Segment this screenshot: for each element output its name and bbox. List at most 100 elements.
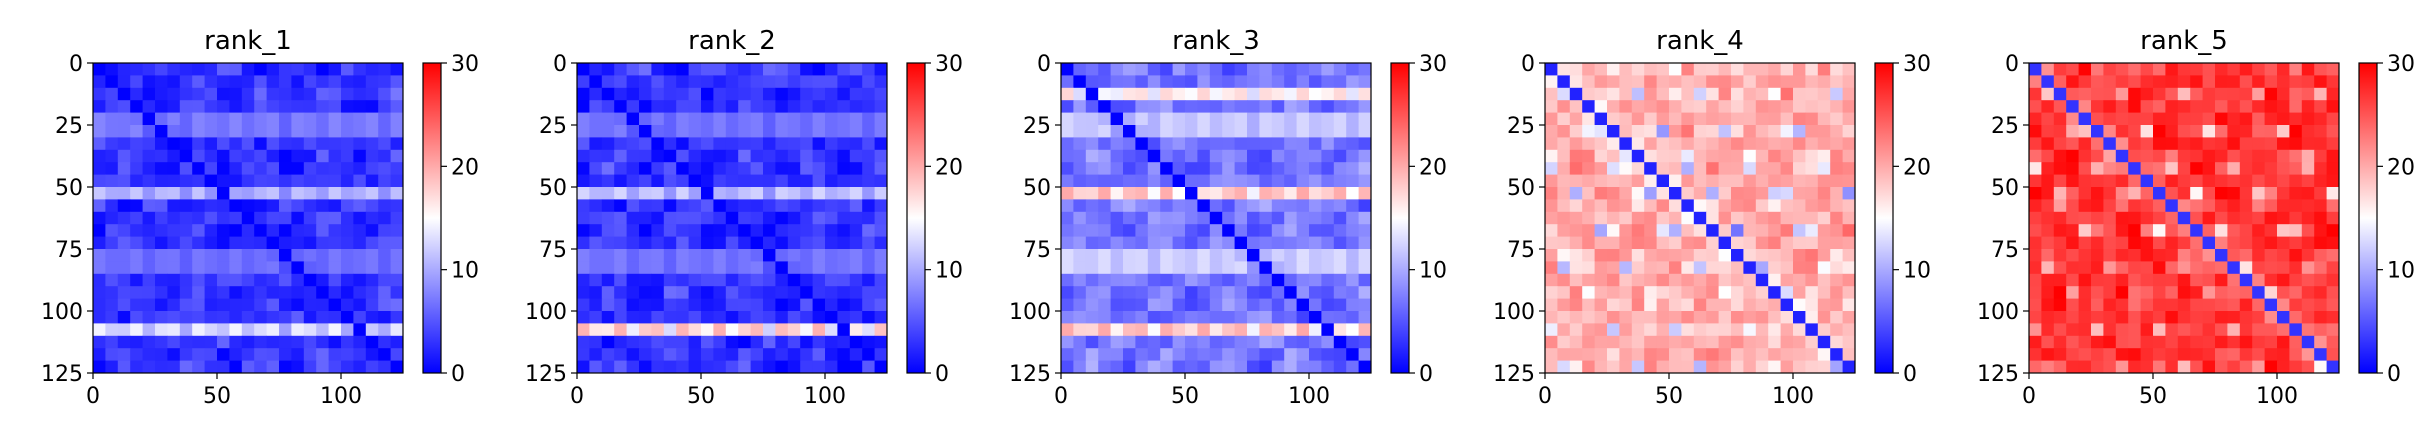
heatmap-cell — [601, 261, 615, 275]
heatmap-cell — [738, 335, 751, 349]
heatmap-cell — [2239, 335, 2253, 349]
heatmap-cell — [1842, 149, 1856, 163]
heatmap-cell — [155, 199, 168, 213]
heatmap-cell — [2140, 125, 2154, 138]
heatmap-cell — [1185, 249, 1198, 262]
heatmap-cell — [1594, 249, 1608, 262]
heatmap-cell — [2153, 311, 2166, 324]
colorbar — [1390, 62, 1410, 374]
heatmap-cell — [1681, 249, 1695, 262]
heatmap-cell — [1247, 311, 1260, 324]
heatmap-cell — [378, 75, 391, 89]
heatmap-cell — [626, 261, 640, 275]
heatmap-cell — [1768, 100, 1781, 113]
heatmap-cell — [862, 199, 875, 213]
heatmap-cell — [663, 323, 677, 337]
heatmap-cell — [2277, 261, 2290, 275]
heatmap-cell — [1061, 75, 1074, 89]
heatmap-cell — [241, 323, 255, 337]
heatmap-cell — [1731, 187, 1744, 200]
heatmap-cell — [800, 261, 813, 275]
heatmap-cell — [1123, 187, 1136, 200]
heatmap-cell — [167, 211, 181, 225]
heatmap-cell — [1582, 298, 1595, 312]
heatmap-cell — [1631, 348, 1645, 361]
heatmap-cell — [713, 211, 727, 225]
heatmap-cell — [1135, 112, 1149, 126]
heatmap-cell — [2190, 211, 2203, 225]
heatmap-cell — [1346, 137, 1359, 151]
heatmap-cell — [1061, 125, 1074, 138]
heatmap-cell — [1545, 162, 1558, 175]
heatmap-cell — [775, 63, 789, 76]
heatmap-cell — [2115, 87, 2129, 101]
heatmap-cell — [1160, 75, 1173, 89]
heatmap-cell — [316, 162, 329, 175]
heatmap-cell — [192, 63, 205, 76]
heatmap-cell — [874, 100, 888, 113]
heatmap-cell — [365, 261, 379, 275]
heatmap-cell — [2252, 323, 2265, 337]
heatmap-cell — [725, 348, 739, 361]
heatmap-cell — [1222, 187, 1235, 200]
heatmap-cell — [1569, 261, 1583, 275]
heatmap-cell — [1346, 125, 1359, 138]
heatmap-cell — [1631, 311, 1645, 324]
heatmap-cell — [614, 87, 627, 101]
heatmap-cell — [1172, 249, 1186, 262]
heatmap-cell — [1321, 298, 1335, 312]
heatmap-cell — [626, 125, 640, 138]
heatmap-cell — [1160, 273, 1173, 287]
heatmap-cell — [1644, 137, 1657, 151]
heatmap-cell — [2277, 298, 2290, 312]
heatmap-cell — [1333, 249, 1347, 262]
heatmap-cell — [1073, 211, 1087, 225]
heatmap-cell — [849, 261, 863, 275]
heatmap-cell — [2140, 174, 2154, 188]
heatmap-cell — [1706, 348, 1719, 361]
heatmap-cell — [341, 236, 354, 250]
heatmap-cell — [2215, 236, 2228, 250]
heatmap-cell — [266, 187, 280, 200]
heatmap-cell — [365, 75, 379, 89]
heatmap-cell — [1830, 323, 1843, 337]
heatmap-cell — [750, 286, 764, 299]
heatmap-cell — [1706, 323, 1719, 337]
heatmap-cell — [1209, 335, 1223, 349]
heatmap-cell — [2239, 273, 2253, 287]
heatmap-cell — [1582, 100, 1595, 113]
heatmap-cell — [1197, 360, 1211, 374]
heatmap-cell — [849, 63, 863, 76]
heatmap-cell — [1731, 162, 1744, 175]
heatmap-cell — [390, 149, 404, 163]
heatmap-cell — [837, 273, 851, 287]
heatmap-cell — [1681, 360, 1695, 374]
heatmap-cell — [738, 112, 751, 126]
heatmap-cell — [2128, 199, 2141, 213]
heatmap-cell — [2029, 211, 2042, 225]
heatmap-cell — [725, 286, 739, 299]
heatmap-cell — [1631, 63, 1645, 76]
heatmap-cell — [1631, 261, 1645, 275]
heatmap-cell — [1545, 249, 1558, 262]
heatmap-cell — [2091, 125, 2104, 138]
heatmap-cell — [812, 273, 826, 287]
heatmap-cell — [1271, 87, 1285, 101]
heatmap-cell — [1545, 273, 1558, 287]
heatmap-cell — [688, 187, 702, 200]
heatmap-cell — [2264, 298, 2278, 312]
heatmap-cell — [316, 335, 329, 349]
heatmap-cell — [589, 224, 603, 237]
heatmap-cell — [1594, 174, 1608, 188]
heatmap-cell — [303, 261, 317, 275]
heatmap-cell — [614, 298, 627, 312]
colorbar-tick-label: 30 — [2387, 52, 2415, 77]
heatmap-cell — [1817, 75, 1831, 89]
heatmap-cell — [800, 224, 813, 237]
heatmap-cell — [217, 311, 230, 324]
heatmap-cell — [229, 323, 243, 337]
heatmap-cell — [800, 199, 813, 213]
heatmap-cell — [2053, 311, 2067, 324]
heatmap-cell — [2177, 335, 2191, 349]
heatmap-cell — [1123, 174, 1136, 188]
